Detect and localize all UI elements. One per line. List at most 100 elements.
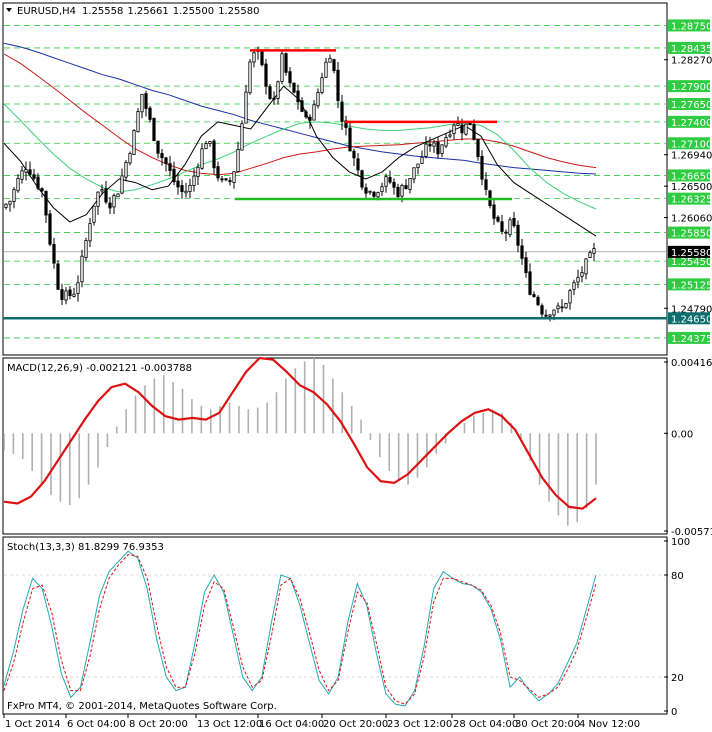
candle-body xyxy=(172,168,176,182)
stochastic-title: Stoch(13,3,3) 81.8299 76.9353 xyxy=(7,542,164,553)
candle-body xyxy=(332,59,336,72)
candle-body xyxy=(144,93,148,109)
macd-signal-polyline xyxy=(3,356,597,510)
candle-body xyxy=(208,141,212,144)
time-axis-label: 16 Oct 04:00 xyxy=(259,719,324,730)
price-label-box xyxy=(668,226,710,239)
candle-body xyxy=(152,117,156,141)
current-price-label: 1.25580 xyxy=(671,248,712,259)
ohlc-high: 1.25661 xyxy=(127,6,168,17)
candle-body xyxy=(372,191,376,197)
ohlc-low: 1.25500 xyxy=(173,6,214,17)
candle-body xyxy=(244,91,248,124)
candle-body xyxy=(308,116,312,121)
chart-title: EURUSD,H4 1.25558 1.25661 1.25500 1.25580 xyxy=(6,6,259,17)
candle-body xyxy=(568,290,572,304)
candle-body xyxy=(396,186,400,198)
candle-body xyxy=(476,139,480,157)
candle-body xyxy=(284,53,288,73)
candle-body xyxy=(388,176,392,183)
candle-body xyxy=(404,185,408,190)
candle-body xyxy=(268,86,272,99)
candle-body xyxy=(148,107,152,120)
candle-body xyxy=(72,293,76,297)
candle-body xyxy=(164,157,168,165)
candle-body xyxy=(580,272,584,277)
candle-body xyxy=(464,123,468,135)
candle-body xyxy=(240,123,244,151)
time-axis: 1 Oct 2014 6 Oct 04:00 8 Oct 20:00 13 Oct 1… xyxy=(3,714,640,730)
candle-body xyxy=(400,185,404,197)
candle-body xyxy=(32,174,36,179)
stochastic-lines xyxy=(3,550,597,707)
candle-body xyxy=(88,223,92,242)
candle-body xyxy=(112,195,116,208)
price-label: 1.26325 xyxy=(671,195,712,206)
candle-body xyxy=(336,69,340,102)
candle-body xyxy=(456,123,460,126)
copyright-footer: FxPro MT4, © 2001-2014, MetaQuotes Softw… xyxy=(7,701,277,712)
macd-signal-line xyxy=(3,356,597,510)
macd-axis-label: 0.004167 xyxy=(671,358,712,369)
candle-body xyxy=(40,188,44,192)
time-axis-label: 6 Oct 04:00 xyxy=(67,719,126,730)
candle-body xyxy=(424,143,428,157)
candle-body xyxy=(52,244,56,264)
stochastic-panel[interactable]: 100 80 20 0 Stoch(13,3,3) 81.8299 76.9353 F… xyxy=(2,536,690,718)
candle-body xyxy=(100,189,104,192)
macd-axis: 0.004167 0.00 -0.005711 xyxy=(664,358,712,538)
candle-body xyxy=(364,187,368,194)
candle-body xyxy=(272,97,276,100)
price-label-box xyxy=(668,19,710,32)
candle-body xyxy=(104,188,108,203)
candle-body xyxy=(584,258,588,275)
candle-body xyxy=(348,127,352,152)
chart-menu-arrow-icon[interactable] xyxy=(6,8,12,12)
candle-body xyxy=(192,175,196,186)
candle-body xyxy=(548,314,552,317)
ma-fast-line xyxy=(3,85,597,237)
time-axis-label: 4 Nov 12:00 xyxy=(579,719,640,730)
time-axis-label: 13 Oct 12:00 xyxy=(197,719,262,730)
candle-body xyxy=(540,305,544,315)
stochastic-levels xyxy=(4,574,666,678)
candle-body xyxy=(48,213,52,245)
candle-body xyxy=(76,282,80,294)
candle-body xyxy=(360,170,364,188)
candle-body xyxy=(520,245,524,259)
candle-body xyxy=(532,294,536,297)
price-label: 1.27900 xyxy=(671,82,712,93)
candle-body xyxy=(528,271,532,295)
candle-body xyxy=(280,53,284,82)
drawn-levels[interactable] xyxy=(3,49,667,320)
key-level-label: 1.24650 xyxy=(671,314,712,325)
macd-panel[interactable]: 0.004167 0.00 -0.005711 MACD(12,26,9) -0.0… xyxy=(2,356,712,538)
stochastic-axis-label: 0 xyxy=(671,707,677,718)
candle-body xyxy=(420,156,424,164)
price-label: 1.27400 xyxy=(671,118,712,129)
candle-body xyxy=(556,305,560,310)
candle-body xyxy=(592,248,596,254)
candle-body xyxy=(316,92,320,107)
price-label-box xyxy=(668,169,710,182)
candle-body xyxy=(60,289,64,300)
candle-body xyxy=(368,190,372,193)
candle-body xyxy=(8,200,12,205)
candle-body xyxy=(140,93,144,113)
ma-mid-line xyxy=(3,53,597,176)
candle-body xyxy=(220,178,224,181)
candle-body xyxy=(356,158,360,171)
candle-body xyxy=(512,218,516,227)
time-axis-label: 1 Oct 2014 xyxy=(5,719,60,730)
key-level-label-box xyxy=(668,312,710,325)
candle-body xyxy=(576,276,580,283)
candle-body xyxy=(12,189,16,202)
current-price-box xyxy=(668,245,710,258)
candle-body xyxy=(168,163,172,171)
price-label: 1.24375 xyxy=(671,334,712,345)
price-label-box xyxy=(668,137,710,150)
candle-body xyxy=(492,204,496,219)
candle-body xyxy=(248,61,252,94)
